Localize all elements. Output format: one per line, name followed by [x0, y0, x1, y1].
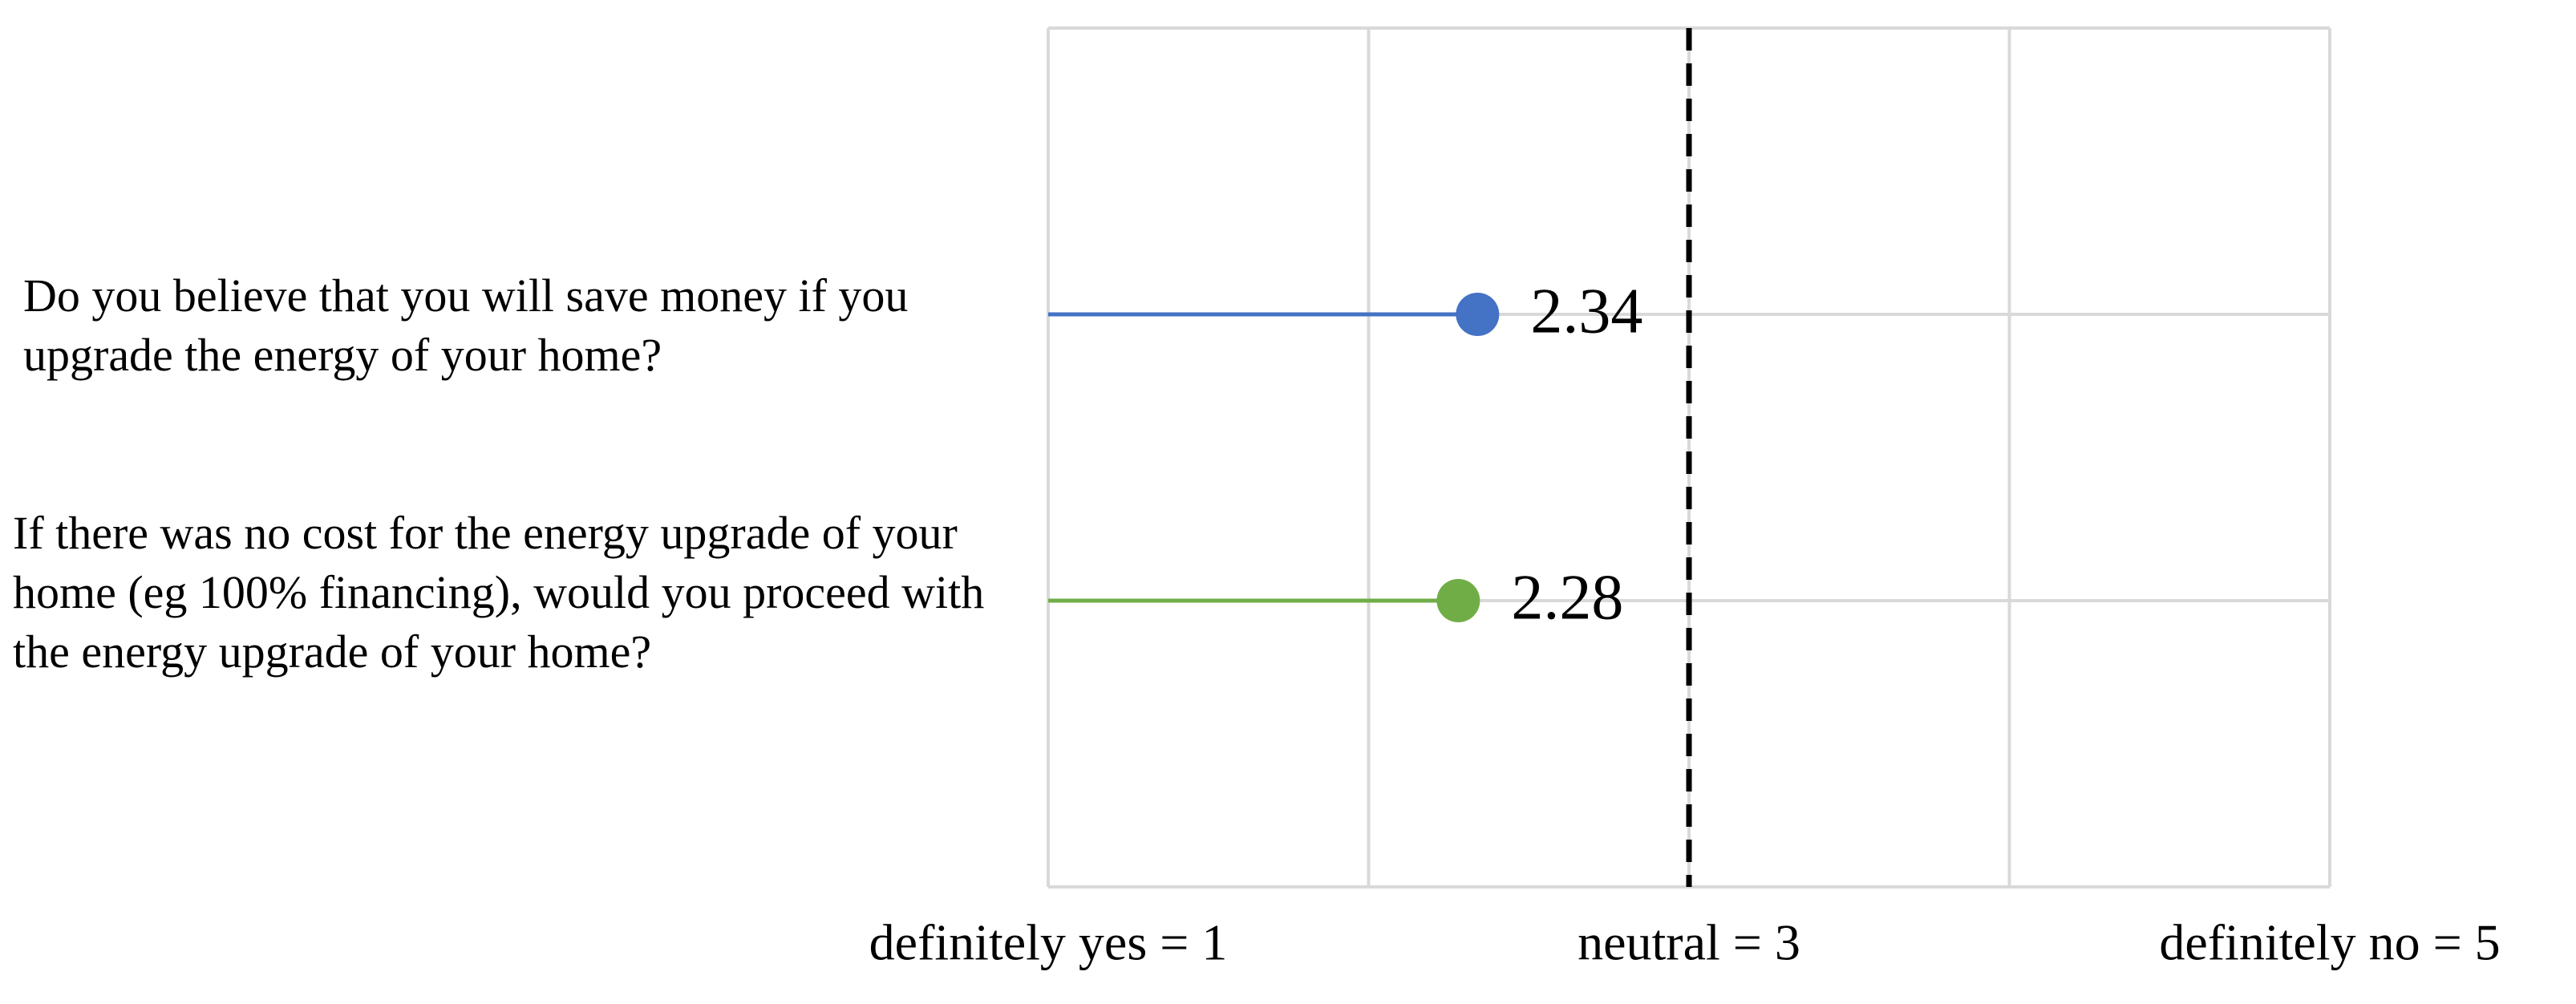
dot	[1456, 293, 1500, 336]
dot	[1436, 579, 1480, 622]
x-tick-label: neutral = 3	[1578, 914, 1800, 971]
value-label: 2.28	[1511, 562, 1623, 633]
category-label: Do you believe that you will save money …	[23, 269, 909, 381]
x-tick-label: definitely yes = 1	[869, 914, 1228, 971]
value-label: 2.34	[1530, 276, 1642, 346]
category-label: If there was no cost for the energy upgr…	[13, 507, 985, 678]
x-tick-label: definitely no = 5	[2159, 914, 2500, 971]
